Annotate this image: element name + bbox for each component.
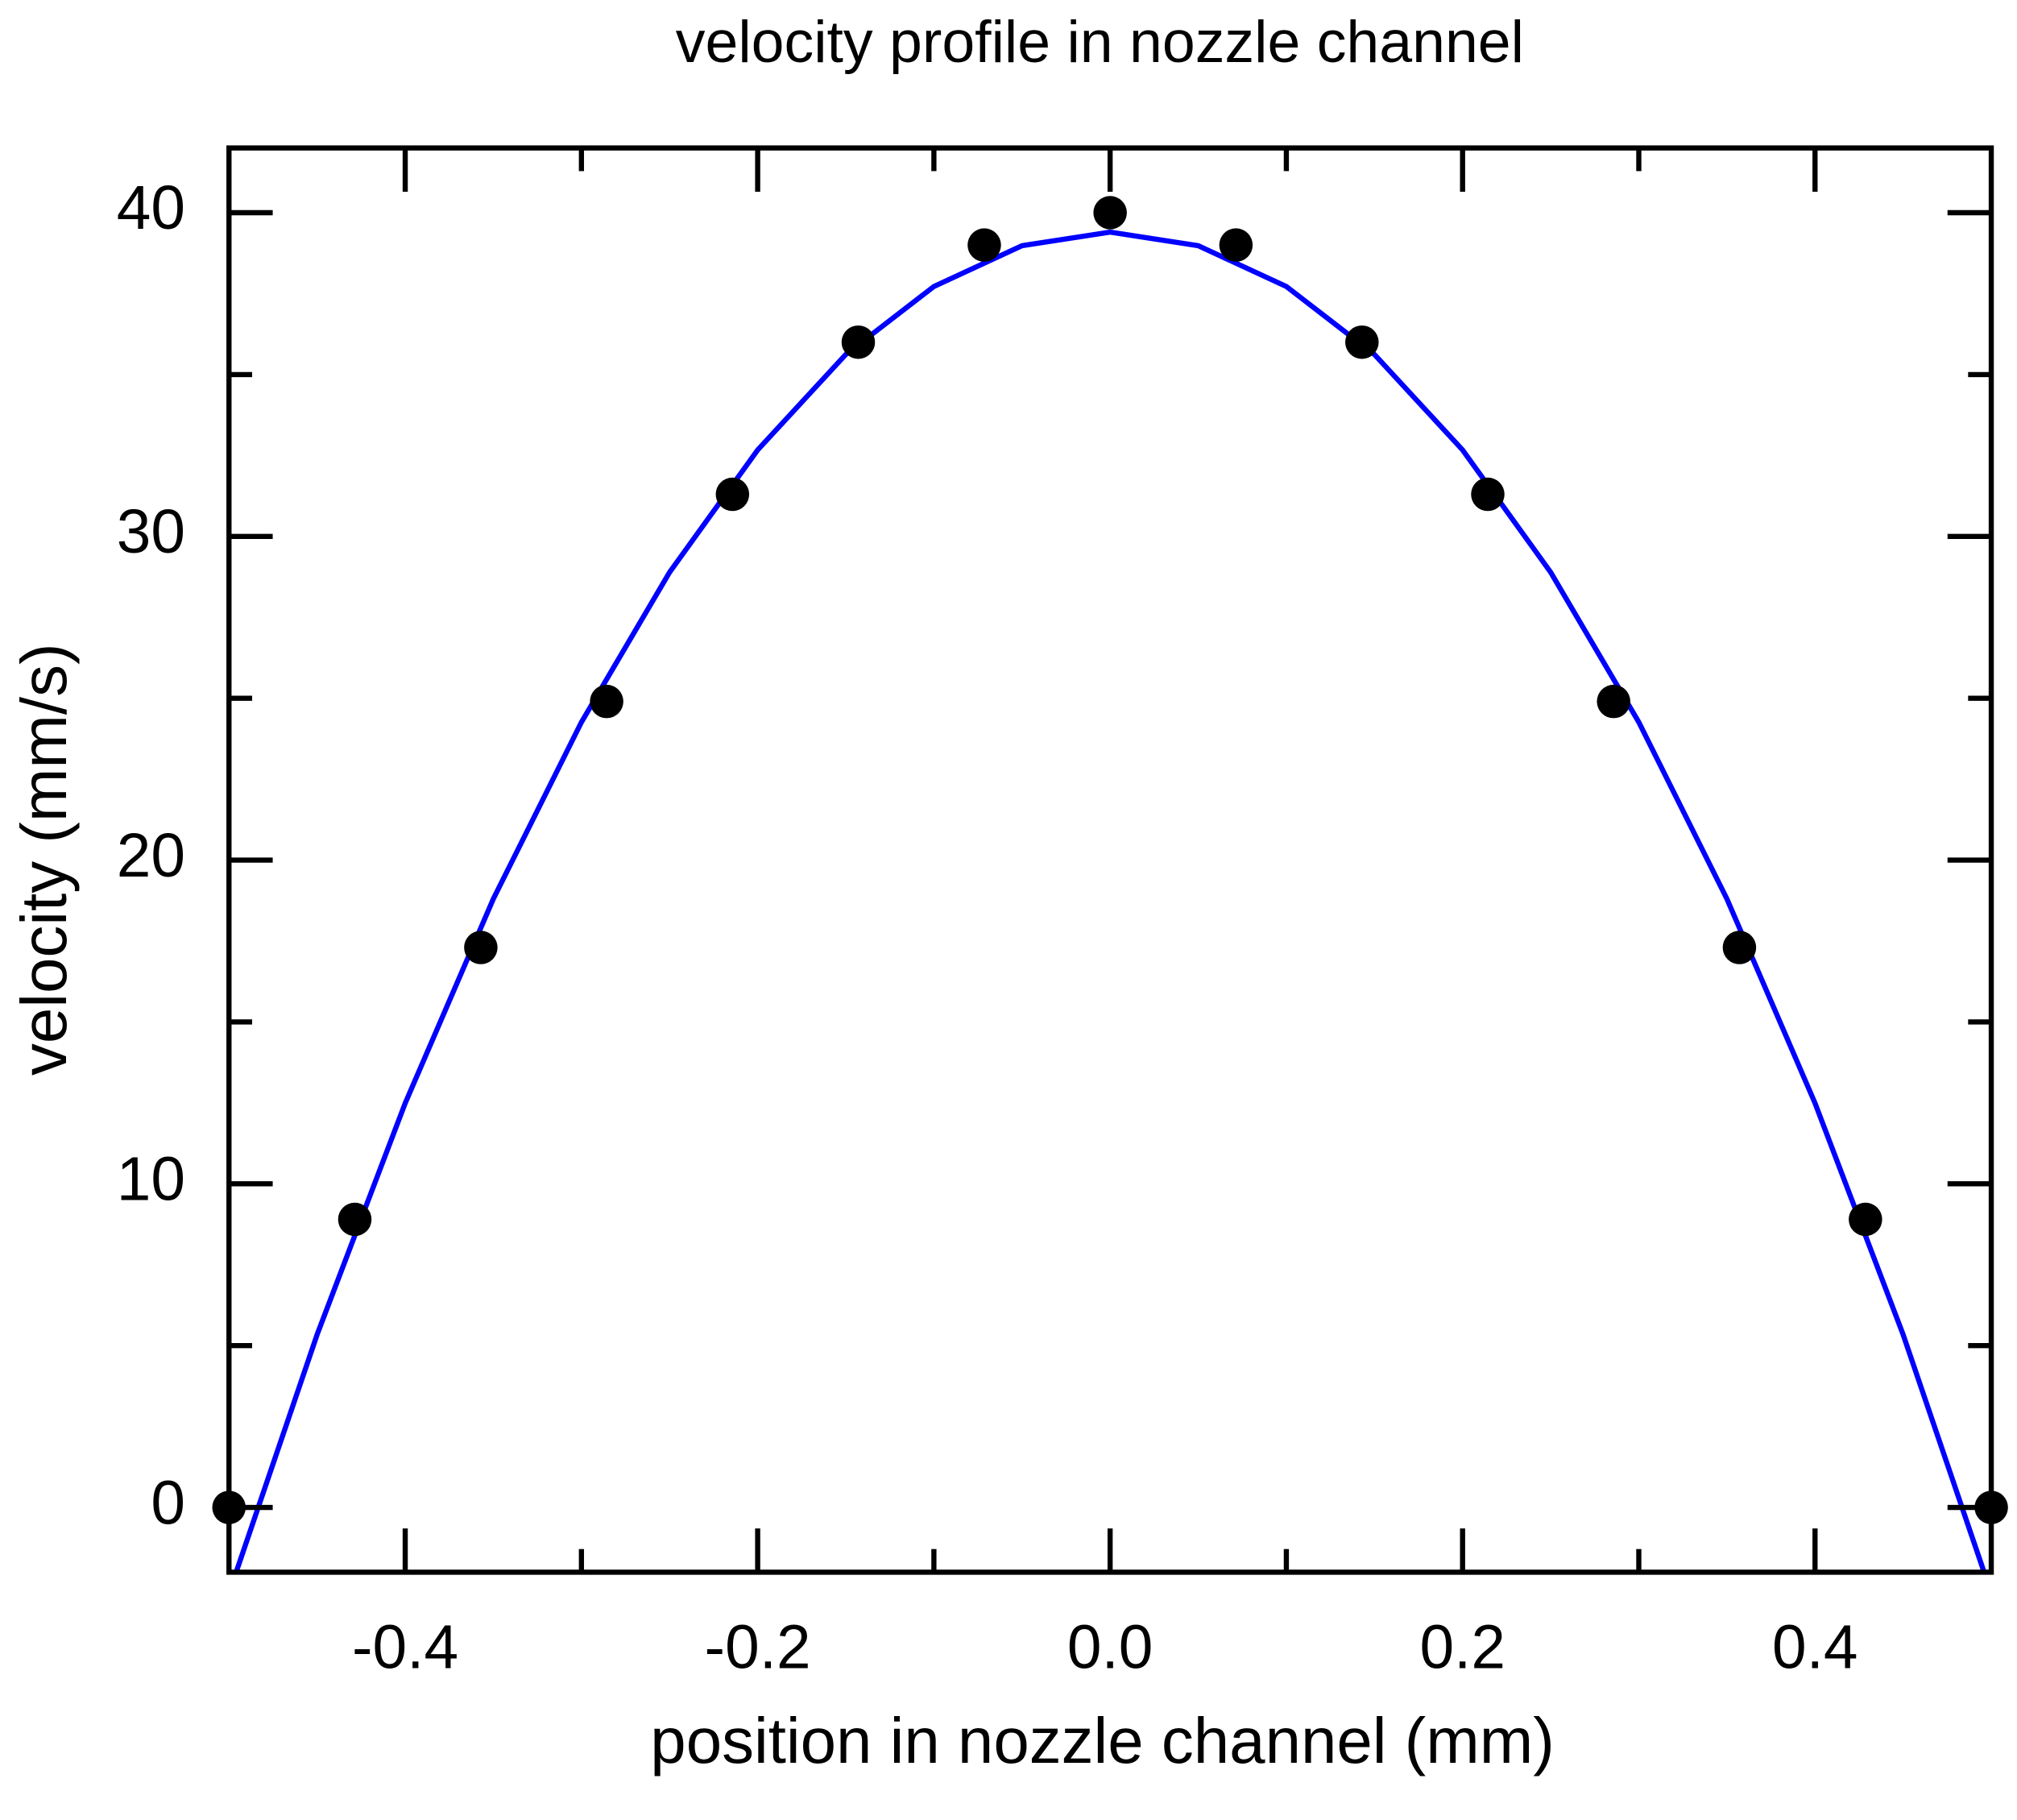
y-tick-label: 10 xyxy=(117,1146,185,1214)
y-tick-label: 30 xyxy=(117,498,185,566)
plot-area xyxy=(212,196,2008,1573)
data-point xyxy=(841,325,876,359)
data-point xyxy=(1722,931,1757,964)
data-point xyxy=(1345,325,1379,359)
x-tick-label: 0.4 xyxy=(1772,1614,1858,1682)
data-point xyxy=(338,1202,372,1237)
y-axis-label: velocity (mm/s) xyxy=(8,643,80,1076)
data-point xyxy=(590,684,623,719)
plot-frame xyxy=(226,145,1994,1575)
data-point xyxy=(1597,684,1630,719)
x-tick-label: 0.2 xyxy=(1419,1614,1506,1682)
data-point xyxy=(1219,228,1253,262)
x-tick-label: 0.0 xyxy=(1067,1614,1153,1682)
x-axis-label: position in nozzle channel (mm) xyxy=(650,1705,1555,1776)
x-tick-label: -0.2 xyxy=(705,1614,811,1682)
data-point xyxy=(464,931,498,964)
y-tick-label: 20 xyxy=(117,822,185,890)
fit-line xyxy=(233,229,1987,1573)
data-point xyxy=(967,228,1001,262)
y-tick-label: 0 xyxy=(151,1469,185,1537)
y-tick-label: 40 xyxy=(117,174,185,243)
data-point xyxy=(1471,477,1505,512)
data-point xyxy=(1093,196,1127,230)
chart-title: velocity profile in nozzle channel xyxy=(676,9,1524,75)
data-point xyxy=(715,477,750,512)
data-point xyxy=(1849,1202,1882,1237)
x-tick-label: -0.4 xyxy=(352,1614,458,1682)
